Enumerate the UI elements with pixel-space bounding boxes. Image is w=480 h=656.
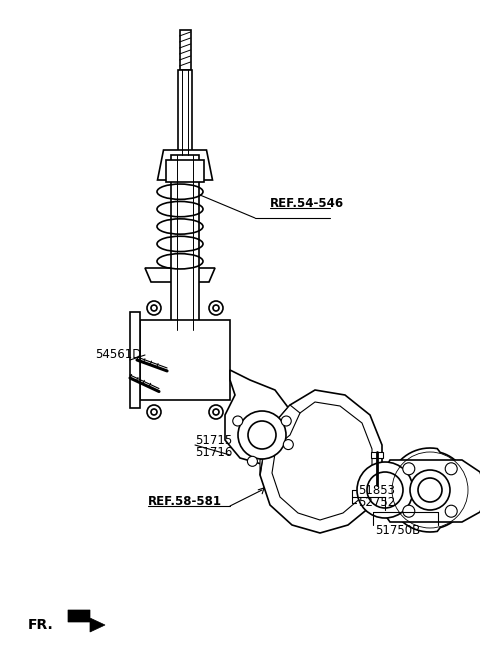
Polygon shape [157, 150, 213, 180]
Polygon shape [140, 320, 230, 400]
Circle shape [445, 505, 457, 517]
Text: FR.: FR. [28, 618, 54, 632]
Circle shape [147, 405, 161, 419]
Circle shape [213, 409, 219, 415]
Circle shape [247, 457, 257, 466]
Circle shape [403, 462, 415, 475]
Circle shape [209, 301, 223, 315]
Circle shape [213, 305, 219, 311]
Text: 51716: 51716 [195, 445, 232, 459]
Circle shape [209, 405, 223, 419]
Polygon shape [166, 160, 204, 182]
Polygon shape [272, 402, 372, 520]
Polygon shape [130, 312, 140, 408]
Polygon shape [260, 405, 300, 475]
Circle shape [233, 416, 243, 426]
Circle shape [367, 472, 403, 508]
Text: 51750B: 51750B [375, 523, 420, 537]
Polygon shape [68, 610, 105, 632]
Polygon shape [145, 268, 215, 282]
Text: 54561D: 54561D [95, 348, 142, 361]
Polygon shape [171, 155, 199, 330]
Polygon shape [380, 460, 480, 522]
Circle shape [238, 411, 286, 459]
Circle shape [403, 505, 415, 517]
Text: REF.54-546: REF.54-546 [270, 197, 344, 210]
Polygon shape [225, 370, 295, 465]
Polygon shape [178, 70, 192, 155]
Polygon shape [180, 30, 191, 70]
Circle shape [281, 416, 291, 426]
Text: 51715: 51715 [195, 434, 232, 447]
Circle shape [151, 409, 157, 415]
Polygon shape [260, 390, 382, 533]
Text: 52752: 52752 [358, 497, 395, 510]
Circle shape [357, 462, 413, 518]
Circle shape [248, 421, 276, 449]
Text: 51853: 51853 [358, 483, 395, 497]
Text: REF.58-581: REF.58-581 [148, 495, 222, 508]
Circle shape [418, 478, 442, 502]
Circle shape [151, 305, 157, 311]
Polygon shape [388, 448, 469, 532]
Circle shape [147, 301, 161, 315]
Polygon shape [371, 452, 383, 458]
Circle shape [445, 462, 457, 475]
Circle shape [410, 470, 450, 510]
Circle shape [283, 440, 293, 449]
